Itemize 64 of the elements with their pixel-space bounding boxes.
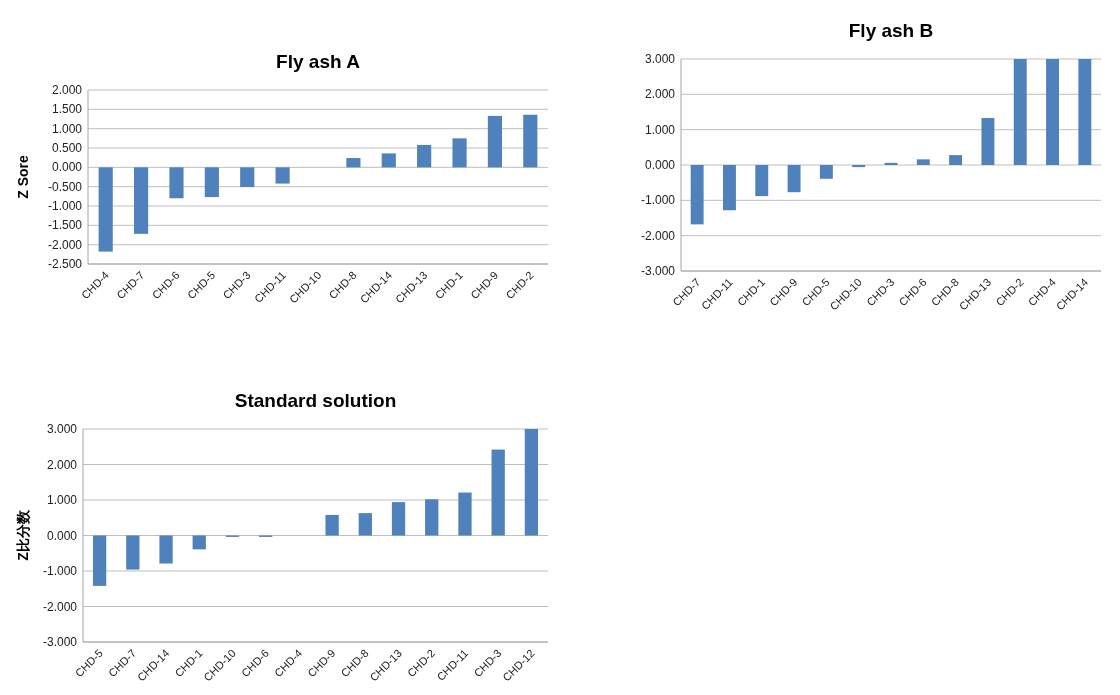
- bar: [755, 165, 769, 197]
- bar: [487, 115, 502, 168]
- bar: [723, 165, 736, 211]
- bar: [98, 167, 113, 252]
- bar: [325, 514, 339, 536]
- y-tick-label: 0.500: [51, 141, 83, 155]
- y-tick-label: -2.000: [42, 599, 78, 614]
- y-tick-label: 3.000: [644, 52, 676, 66]
- bar: [381, 153, 396, 168]
- bar: [92, 535, 107, 586]
- y-tick-label: 1.000: [644, 122, 676, 137]
- chart-title: Fly ash A: [276, 51, 361, 72]
- y-tick-label: -1.000: [47, 199, 83, 213]
- y-tick-label: 2.000: [644, 87, 676, 102]
- y-tick-label: -1.000: [42, 564, 78, 578]
- y-tick-label: 1.000: [46, 493, 78, 507]
- bar: [134, 167, 149, 234]
- bar: [169, 167, 184, 199]
- y-tick-label: -2.000: [640, 228, 676, 243]
- y-tick-label: -1.000: [640, 193, 676, 208]
- bar: [981, 118, 995, 165]
- y-tick-label: 0.000: [644, 158, 676, 172]
- bar: [523, 114, 538, 168]
- y-axis-title: Z比分数: [15, 509, 31, 561]
- bar: [452, 138, 467, 168]
- y-tick-label: -3.000: [640, 264, 676, 278]
- bar: [690, 165, 704, 225]
- bar: [1078, 59, 1092, 165]
- bar: [126, 535, 140, 570]
- bar: [916, 159, 930, 165]
- y-tick-label: 1.000: [51, 121, 83, 136]
- bar: [458, 492, 472, 536]
- y-tick-label: 1.500: [51, 102, 83, 117]
- y-tick-label: -1.500: [47, 218, 83, 233]
- bar: [819, 165, 833, 179]
- bar: [391, 502, 406, 536]
- bar: [852, 165, 866, 168]
- chart-title: Fly ash B: [848, 20, 934, 41]
- bar: [491, 449, 505, 536]
- bar: [949, 155, 963, 165]
- bar: [204, 167, 219, 198]
- bar: [192, 535, 206, 550]
- y-axis-title: Z Sore: [15, 155, 31, 199]
- bar: [524, 429, 539, 536]
- y-tick-label: -2.500: [47, 257, 83, 271]
- y-tick-label: 0.000: [51, 160, 83, 175]
- bar: [417, 144, 432, 168]
- bar: [358, 513, 372, 536]
- bar: [425, 499, 439, 536]
- bar: [240, 167, 255, 188]
- bar: [1046, 59, 1059, 165]
- y-tick-label: -0.500: [47, 179, 83, 194]
- bar: [1013, 59, 1027, 165]
- bar: [159, 535, 173, 564]
- y-tick-label: -3.000: [42, 635, 78, 649]
- y-tick-label: -2.000: [47, 237, 83, 252]
- y-tick-label: 2.000: [51, 83, 83, 97]
- y-tick-label: 2.000: [46, 457, 78, 472]
- chart-title: Standard solution: [234, 390, 397, 411]
- bar: [787, 165, 801, 193]
- bar: [275, 167, 290, 184]
- y-tick-label: 0.000: [46, 528, 78, 543]
- y-tick-label: 3.000: [46, 422, 78, 436]
- bar: [346, 158, 361, 168]
